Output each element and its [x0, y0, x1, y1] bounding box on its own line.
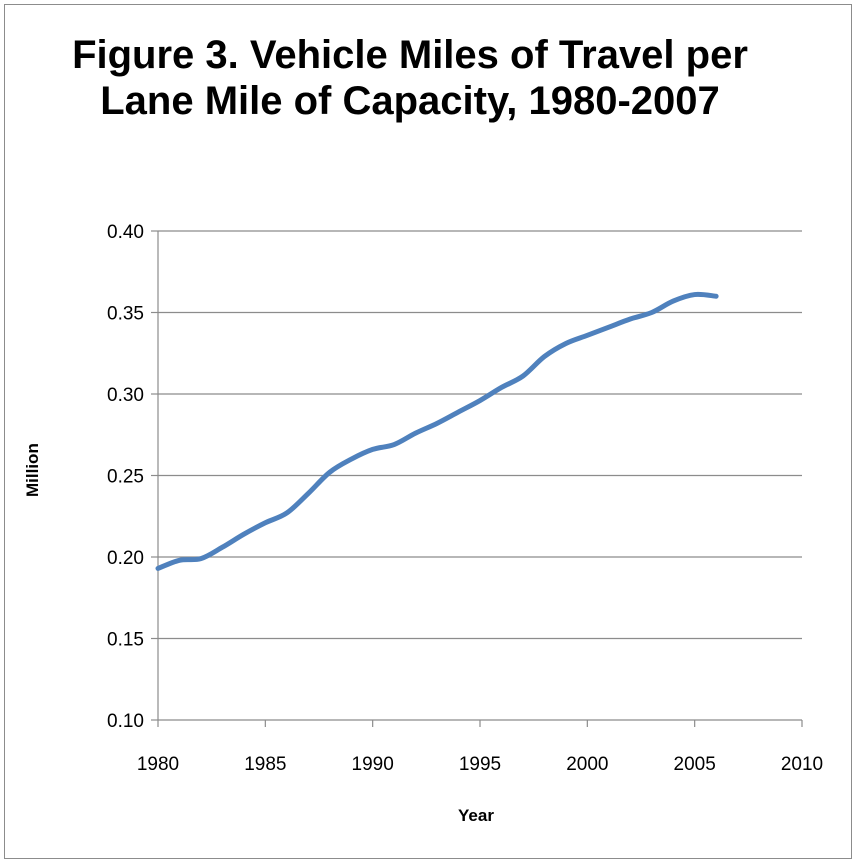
- x-tick-label: 1980: [137, 754, 179, 775]
- series-group: [155, 291, 719, 571]
- series-line: [155, 291, 719, 571]
- axes: [151, 230, 803, 727]
- y-tick-label: 0.10: [107, 711, 144, 732]
- x-tick-label: 1990: [352, 754, 394, 775]
- x-tick-label: 2010: [781, 754, 823, 775]
- y-tick-label: 0.35: [107, 304, 144, 325]
- x-tick-label: 1995: [459, 754, 501, 775]
- x-tick-label: 2005: [674, 754, 716, 775]
- y-axis-label: Million: [23, 443, 42, 497]
- x-axis-label: Year: [458, 806, 494, 825]
- x-tick-label: 2000: [566, 754, 608, 775]
- y-tick-label: 0.15: [107, 630, 144, 651]
- y-tick-label: 0.30: [107, 385, 144, 406]
- y-tick-label: 0.20: [107, 548, 144, 569]
- chart-frame: [4, 4, 852, 859]
- x-tick-label: 1985: [244, 754, 286, 775]
- gridlines: [158, 230, 802, 640]
- y-tick-label: 0.40: [107, 222, 144, 243]
- x-tick-labels: 1980 1985 1990 1995 2000 2005 2010: [137, 754, 823, 775]
- y-tick-label: 0.25: [107, 467, 144, 488]
- y-tick-labels: 0.10 0.15 0.20 0.25 0.30 0.35 0.40: [107, 222, 144, 732]
- chart-title: Figure 3. Vehicle Miles of Travel per La…: [72, 33, 748, 123]
